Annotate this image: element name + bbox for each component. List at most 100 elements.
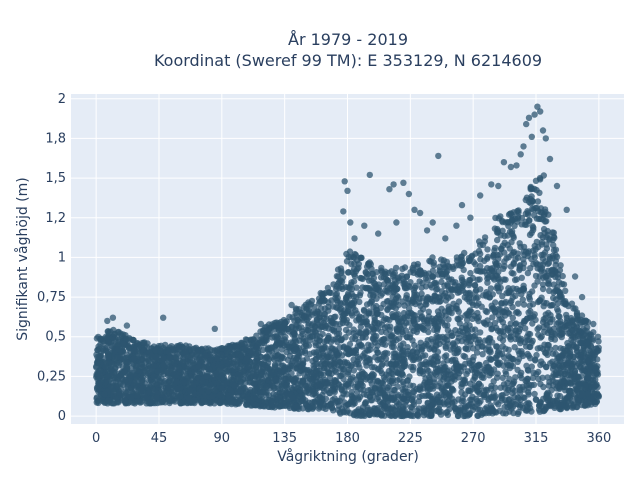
data-point (537, 176, 544, 183)
data-point (336, 350, 343, 357)
data-point (483, 289, 490, 296)
data-point (399, 378, 407, 386)
data-point (487, 285, 495, 292)
data-point (560, 377, 567, 385)
data-point (536, 402, 543, 409)
data-point (131, 347, 138, 354)
data-point (129, 336, 136, 344)
data-point (288, 339, 295, 346)
data-point (516, 350, 523, 357)
data-point (560, 352, 567, 359)
data-point (573, 324, 581, 331)
data-point (445, 303, 452, 310)
data-point (536, 273, 543, 280)
data-points (93, 103, 602, 420)
data-point (366, 356, 373, 364)
data-point (377, 386, 384, 393)
data-point (311, 328, 319, 335)
data-point (502, 410, 509, 417)
data-point (157, 347, 164, 355)
data-point (422, 358, 430, 366)
data-point (407, 331, 414, 338)
data-point (543, 320, 550, 327)
data-point (395, 302, 402, 309)
data-point (399, 386, 406, 393)
data-point (525, 399, 532, 407)
data-point (541, 249, 549, 256)
data-point (367, 397, 374, 404)
data-point (311, 323, 319, 330)
data-point (522, 377, 529, 385)
data-point (518, 214, 526, 222)
data-point (436, 399, 443, 406)
data-point (454, 289, 462, 296)
data-point (373, 409, 380, 416)
data-point (477, 329, 484, 336)
data-point (225, 392, 233, 399)
data-point (498, 299, 505, 307)
data-point (594, 333, 602, 340)
data-point (552, 296, 560, 303)
data-point (458, 284, 466, 292)
data-point (536, 189, 543, 196)
data-point (157, 342, 165, 349)
data-point (377, 367, 384, 374)
data-point (282, 392, 289, 399)
data-point (378, 411, 386, 418)
data-point (371, 314, 378, 321)
data-point (289, 394, 296, 401)
data-point (584, 390, 591, 397)
data-point (342, 402, 349, 409)
data-point (236, 387, 243, 395)
data-point (123, 335, 130, 343)
data-point (357, 323, 364, 331)
data-point (428, 336, 435, 343)
data-point (343, 409, 350, 416)
data-point (337, 265, 345, 272)
data-point (512, 374, 519, 381)
data-point (354, 381, 361, 388)
data-point (522, 343, 530, 350)
data-point (409, 393, 417, 400)
data-point (453, 359, 460, 367)
data-point (421, 379, 428, 386)
data-point (546, 287, 553, 294)
data-point (160, 361, 167, 369)
data-point (402, 412, 409, 419)
data-point (569, 326, 576, 334)
data-point (146, 369, 154, 376)
data-point (589, 337, 596, 344)
data-point (527, 355, 534, 362)
data-point (108, 360, 116, 367)
data-point (502, 276, 509, 283)
data-point (491, 319, 499, 327)
data-point (216, 399, 223, 406)
data-point (129, 369, 136, 376)
data-point (268, 344, 276, 351)
data-point (538, 209, 546, 216)
data-point (389, 395, 397, 402)
data-point (368, 389, 375, 396)
data-point (445, 316, 452, 323)
data-point (486, 294, 493, 301)
data-point (509, 380, 516, 388)
data-point (525, 391, 532, 398)
data-point (312, 367, 320, 374)
data-point (245, 396, 252, 403)
data-point (396, 408, 404, 415)
data-point (557, 345, 564, 352)
data-point (425, 373, 433, 381)
data-point (274, 333, 281, 340)
data-point (265, 355, 272, 363)
data-point (393, 362, 401, 369)
data-point (516, 240, 523, 247)
data-point (482, 307, 489, 315)
data-point (577, 364, 584, 371)
data-point (484, 279, 491, 286)
data-point (272, 376, 280, 383)
data-point (309, 399, 316, 406)
data-point (475, 317, 482, 325)
data-point (544, 341, 551, 349)
data-point (506, 354, 513, 361)
data-point (414, 263, 421, 270)
